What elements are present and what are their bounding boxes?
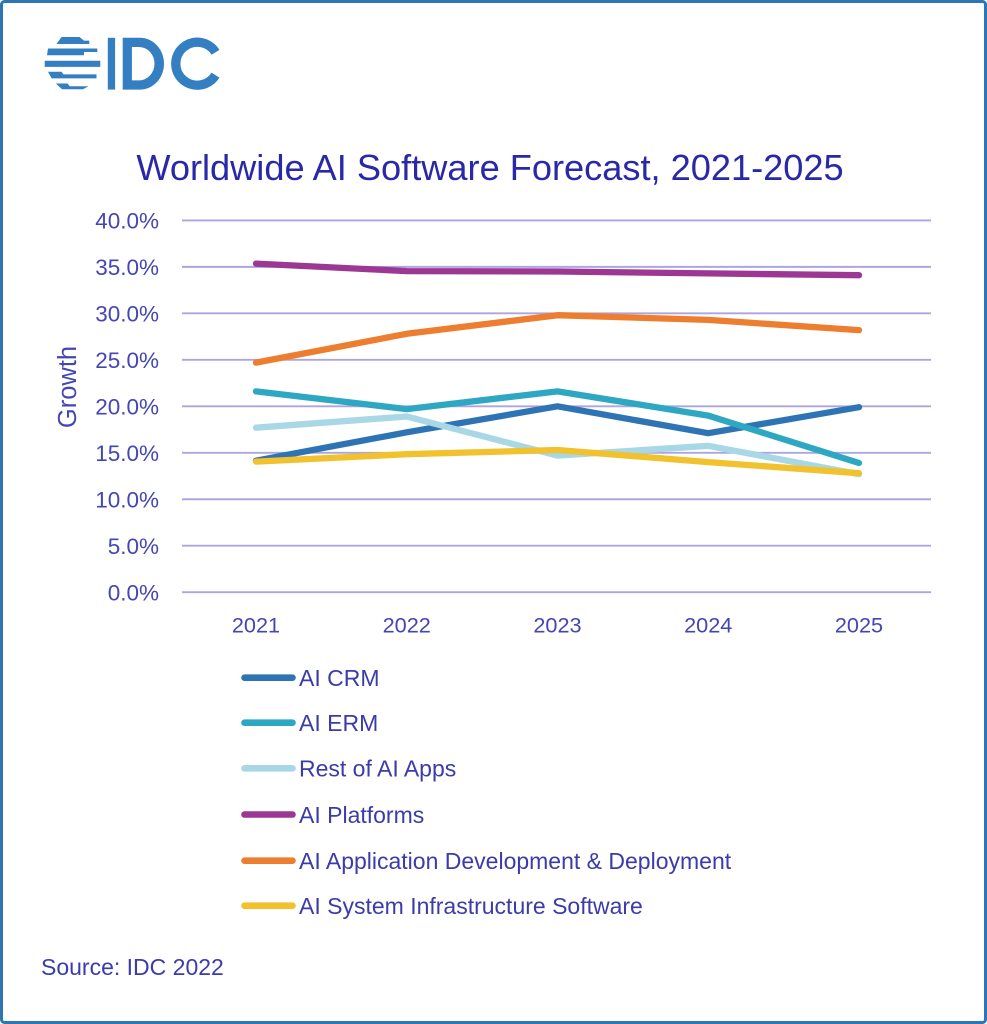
svg-text:Source: IDC 2022: Source: IDC 2022 xyxy=(41,954,224,980)
svg-text:AI Application Development & D: AI Application Development & Deployment xyxy=(299,848,732,874)
svg-text:40.0%: 40.0% xyxy=(95,209,159,234)
svg-text:AI System Infrastructure Softw: AI System Infrastructure Software xyxy=(299,893,643,919)
svg-text:Worldwide AI Software Forecast: Worldwide AI Software Forecast, 2021-202… xyxy=(136,147,843,188)
svg-text:5.0%: 5.0% xyxy=(108,534,159,559)
svg-text:Growth: Growth xyxy=(54,346,82,428)
svg-text:2023: 2023 xyxy=(533,613,581,638)
svg-text:20.0%: 20.0% xyxy=(95,395,159,420)
svg-text:AI CRM: AI CRM xyxy=(299,665,380,691)
svg-text:AI ERM: AI ERM xyxy=(299,710,378,736)
svg-text:2021: 2021 xyxy=(232,613,280,638)
svg-text:2025: 2025 xyxy=(835,613,883,638)
svg-text:2022: 2022 xyxy=(383,613,431,638)
svg-text:35.0%: 35.0% xyxy=(95,255,159,280)
svg-text:2024: 2024 xyxy=(684,613,732,638)
svg-text:0.0%: 0.0% xyxy=(108,580,159,605)
svg-text:10.0%: 10.0% xyxy=(95,487,159,512)
svg-text:15.0%: 15.0% xyxy=(95,441,159,466)
svg-text:25.0%: 25.0% xyxy=(95,348,159,373)
svg-text:30.0%: 30.0% xyxy=(95,302,159,327)
svg-text:AI Platforms: AI Platforms xyxy=(299,802,424,828)
svg-text:Rest of AI Apps: Rest of AI Apps xyxy=(299,756,456,782)
